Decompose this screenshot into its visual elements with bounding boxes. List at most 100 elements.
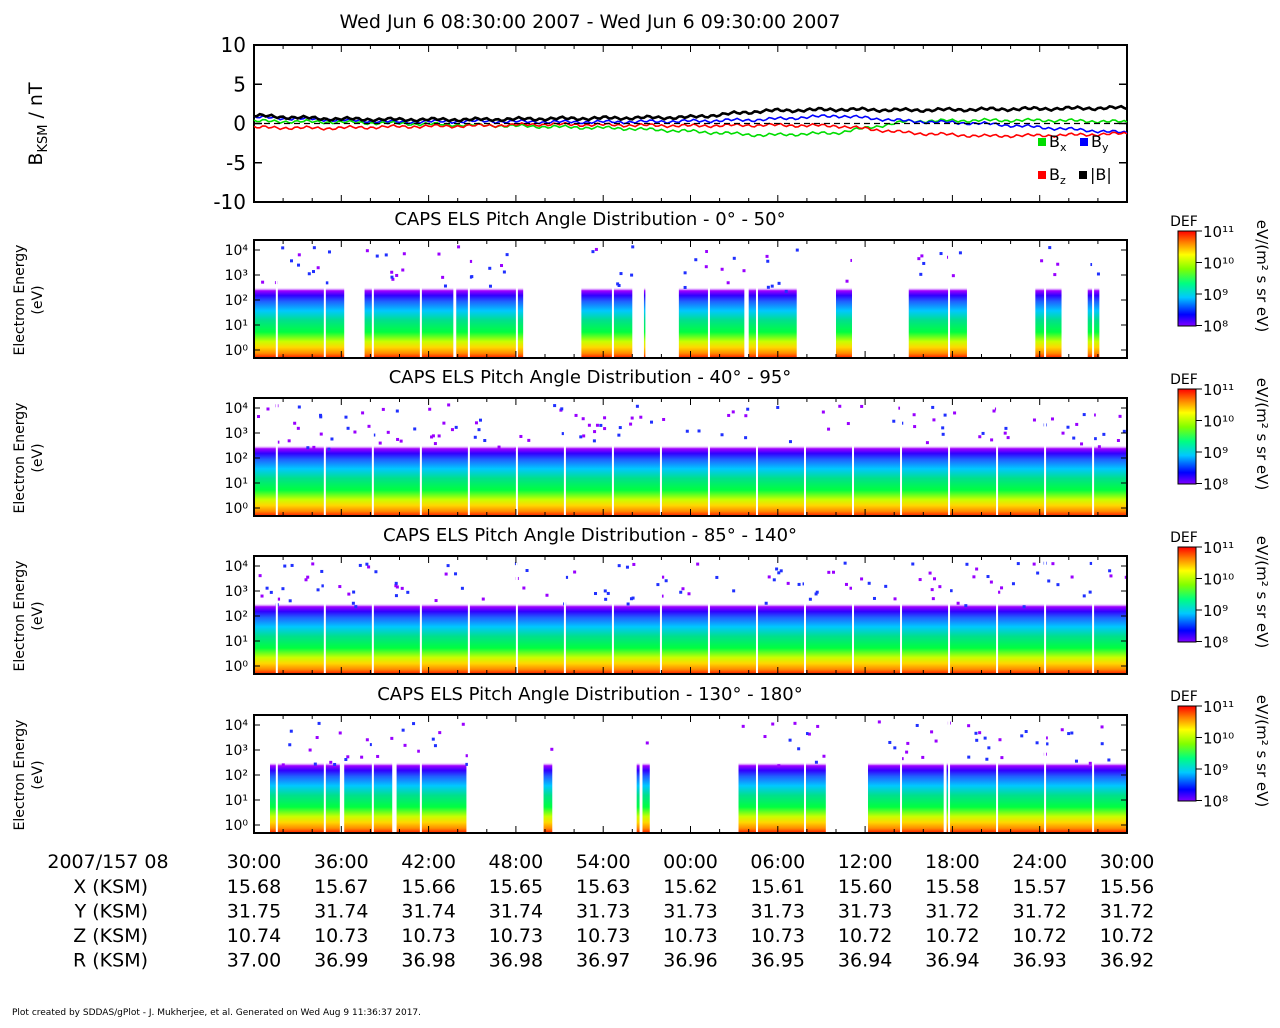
- spectrogram-speckle: [720, 433, 724, 437]
- spectrogram-speckle: [327, 447, 331, 451]
- spectrogram-speckle: [920, 254, 924, 258]
- spectrogram-speckle: [683, 285, 687, 289]
- spectrogram-speckle: [603, 427, 607, 431]
- spectrogram-gap: [1092, 556, 1095, 674]
- spectrogram-speckle: [587, 423, 591, 427]
- spectrogram-speckle: [617, 284, 621, 288]
- spectrogram-data-block: [270, 715, 340, 833]
- cbar-label: DEF: [1170, 530, 1198, 546]
- spectrogram-speckle: [443, 284, 447, 288]
- spectrogram-speckle: [631, 596, 635, 600]
- spectrogram-speckle: [297, 263, 301, 267]
- spectrogram-speckle: [784, 289, 788, 293]
- spectrogram-speckle: [390, 275, 394, 279]
- ephem-value: 15.67: [314, 876, 368, 898]
- bfield-ytick-label: 5: [233, 72, 246, 96]
- spectrogram-gap: [900, 398, 903, 516]
- spectrogram-speckle: [911, 562, 915, 566]
- spectrogram-speckle: [967, 724, 971, 728]
- spectrogram-speckle: [626, 602, 630, 606]
- spectrogram-gap: [323, 715, 326, 833]
- spectrogram-speckle: [1060, 728, 1064, 732]
- spectrogram-gap: [948, 715, 951, 833]
- spectrogram-speckle: [396, 437, 400, 441]
- spectrogram-speckle: [582, 434, 586, 438]
- spectrogram-speckle: [316, 588, 320, 592]
- spectrogram-speckle: [956, 601, 960, 605]
- pad-ylabel-unit: (eV): [30, 443, 46, 472]
- spectrogram-speckle: [1118, 414, 1122, 418]
- spectrogram-speckle: [616, 282, 620, 286]
- cbar-tick-label: 10⁸: [1203, 793, 1228, 811]
- spectrogram-speckle: [1066, 425, 1070, 429]
- spectrogram-speckle: [450, 428, 454, 432]
- spectrogram-speckle: [893, 597, 897, 601]
- ephem-value: 31.74: [314, 901, 368, 923]
- spectrogram-speckle: [367, 565, 371, 569]
- spectrogram-panels: CAPS ELS Pitch Angle Distribution - 0° -…: [12, 209, 1271, 834]
- pad-panel-title: CAPS ELS Pitch Angle Distribution - 85° …: [383, 525, 797, 546]
- spectrogram-data-block: [643, 240, 646, 358]
- spectrogram-gap: [515, 240, 518, 358]
- spectrogram-speckle: [1032, 418, 1036, 422]
- ephem-value: 15.61: [751, 876, 805, 898]
- spectrogram-gap: [467, 240, 470, 358]
- spectrogram-gap: [275, 398, 278, 516]
- spectrogram-speckle: [430, 435, 434, 439]
- spectrogram-gap: [996, 556, 999, 674]
- spectrogram-speckle: [845, 279, 849, 283]
- spectrogram-gap: [323, 398, 326, 516]
- spectrogram-speckle: [369, 743, 373, 747]
- spectrogram-speckle: [1088, 590, 1092, 594]
- spectrogram-speckle: [764, 601, 768, 605]
- spectrogram-speckle: [767, 575, 771, 579]
- spectrogram-speckle: [786, 581, 790, 585]
- spectrogram-data-block: [581, 240, 633, 358]
- spectrogram-speckle: [304, 578, 308, 582]
- spectrogram-speckle: [694, 258, 698, 262]
- cbar-tick-label: 10¹¹: [1203, 223, 1234, 241]
- ephem-time-label: 48:00: [489, 851, 544, 873]
- ephem-value: 10.72: [838, 925, 892, 947]
- spectrogram-speckle: [639, 415, 643, 419]
- spectrogram-gap: [755, 398, 758, 516]
- spectrogram-speckle: [488, 284, 492, 288]
- ephem-time-label: 54:00: [576, 851, 631, 873]
- pad-ylabel-unit: (eV): [30, 285, 46, 314]
- ephem-value: 10.73: [751, 925, 805, 947]
- spectrogram-speckle: [391, 277, 395, 281]
- spectrogram-speckle: [281, 246, 285, 250]
- bfield-panel: BKSM / nT 10 5 0 -5 -10 Bx By Bz |B|: [25, 33, 1128, 214]
- spectrogram-speckle: [974, 731, 978, 735]
- spectrogram-speckle: [581, 417, 585, 421]
- spectrogram-speckle: [321, 584, 325, 588]
- pad-ytick-label: 10¹: [225, 476, 248, 492]
- spectrogram-speckle: [1097, 445, 1101, 449]
- spectrogram-speckle: [992, 409, 996, 413]
- cbar-tick-label: 10⁸: [1203, 634, 1228, 652]
- spectrogram-speckle: [931, 405, 935, 409]
- spectrogram-speckle: [849, 586, 853, 590]
- ephem-time-label: 00:00: [663, 851, 718, 873]
- spectrogram-speckle: [938, 585, 942, 589]
- spectrogram-speckle: [629, 597, 633, 601]
- spectrogram-speckle: [704, 265, 708, 269]
- spectrogram-speckle: [958, 251, 962, 255]
- spectrogram-speckle: [522, 586, 526, 590]
- pad-ytick-label: 10⁴: [225, 243, 249, 259]
- cbar-label: DEF: [1170, 372, 1198, 388]
- spectrogram-speckle: [797, 582, 801, 586]
- spectrogram-speckle: [306, 446, 310, 450]
- spectrogram-speckle: [898, 406, 902, 410]
- spectrogram-speckle: [500, 264, 504, 268]
- pad-ytick-label: 10³: [225, 426, 248, 442]
- spectrogram-speckle: [454, 572, 458, 576]
- spectrogram-speckle: [1108, 569, 1112, 573]
- spectrogram-speckle: [1051, 562, 1055, 566]
- spectrogram-speckle: [877, 720, 881, 724]
- bfield-ytick-label: -10: [213, 190, 246, 214]
- spectrogram-speckle: [814, 760, 818, 764]
- pad-panel-title: CAPS ELS Pitch Angle Distribution - 0° -…: [394, 209, 785, 230]
- spectrogram-gap: [1092, 240, 1095, 358]
- spectrogram-speckle: [681, 587, 685, 591]
